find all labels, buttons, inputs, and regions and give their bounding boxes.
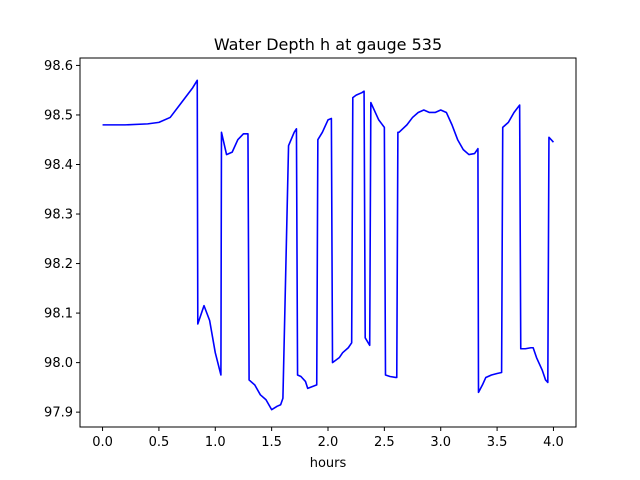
- x-tick-label: 2.0: [318, 435, 339, 450]
- y-tick-label: 98.1: [44, 307, 73, 322]
- y-tick-label: 98.2: [44, 257, 73, 272]
- y-axis: 97.9 98.0 98.1 98.2 98.3 98.4 98.5 98.6: [44, 59, 80, 421]
- x-tick-label: 2.5: [374, 435, 395, 450]
- y-tick-label: 98.6: [44, 59, 73, 74]
- x-axis-label: hours: [310, 456, 347, 471]
- series-line-0: [102, 79, 555, 411]
- x-tick-label: 0.0: [92, 435, 113, 450]
- chart-title: Water Depth h at gauge 535: [214, 35, 442, 54]
- x-tick-label: 3.0: [430, 435, 451, 450]
- plot-area: [102, 79, 555, 411]
- y-tick-label: 98.0: [44, 356, 73, 371]
- x-axis: 0.0 0.5 1.0 1.5 2.0 2.5 3.0 3.5 4.0: [92, 427, 564, 450]
- x-tick-label: 3.5: [487, 435, 508, 450]
- y-tick-label: 98.3: [44, 208, 73, 223]
- x-tick-label: 0.5: [149, 435, 170, 450]
- y-tick-label: 97.9: [44, 406, 73, 421]
- y-tick-label: 98.4: [44, 158, 73, 173]
- x-tick-label: 1.0: [205, 435, 226, 450]
- y-tick-label: 98.5: [44, 108, 73, 123]
- x-tick-label: 1.5: [261, 435, 282, 450]
- x-tick-label: 4.0: [543, 435, 564, 450]
